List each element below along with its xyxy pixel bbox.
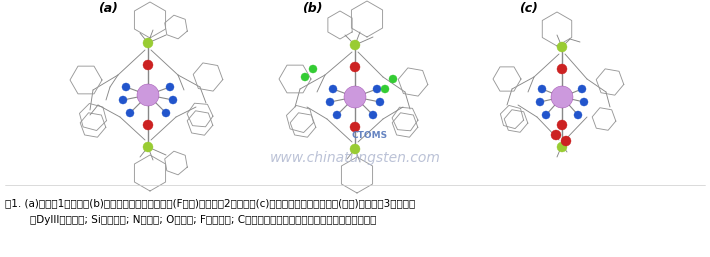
Circle shape (162, 109, 170, 117)
Text: (b): (b) (302, 2, 322, 15)
Circle shape (301, 73, 309, 81)
Circle shape (557, 142, 567, 152)
Circle shape (344, 86, 366, 108)
Text: 图1. (a)配合物1的结构，(b)大环配体中引入吸电子基(F原子)后配合物2的结构，(c)大环配体中引入给电子基(甲基)后配合物3的结构；: 图1. (a)配合物1的结构，(b)大环配体中引入吸电子基(F原子)后配合物2的… (5, 198, 415, 208)
Circle shape (557, 120, 567, 130)
Circle shape (166, 83, 174, 91)
Circle shape (373, 85, 381, 93)
Circle shape (574, 111, 582, 119)
Circle shape (122, 83, 130, 91)
Circle shape (169, 96, 177, 104)
Circle shape (350, 122, 360, 132)
Circle shape (119, 96, 127, 104)
Circle shape (376, 98, 384, 106)
Text: (a): (a) (98, 2, 118, 15)
Circle shape (333, 111, 341, 119)
Circle shape (557, 42, 567, 52)
Circle shape (551, 86, 573, 108)
Circle shape (137, 84, 159, 106)
Circle shape (381, 85, 389, 93)
Text: (c): (c) (518, 2, 537, 15)
Circle shape (578, 85, 586, 93)
Circle shape (126, 109, 134, 117)
Circle shape (143, 38, 153, 48)
Circle shape (389, 75, 397, 83)
Circle shape (557, 64, 567, 74)
Circle shape (580, 98, 588, 106)
Circle shape (369, 111, 377, 119)
Circle shape (561, 136, 571, 146)
Text: CTOMS: CTOMS (352, 131, 388, 140)
Circle shape (551, 130, 561, 140)
Circle shape (309, 65, 317, 73)
Circle shape (350, 40, 360, 50)
Circle shape (536, 98, 544, 106)
Text: （DyIII，淡紫色; Si，黄绿色; N，蓝色; O，红色; F，亮绿色; C，灰色）为清楚起见，省略了氢原子和阴离子。: （DyIII，淡紫色; Si，黄绿色; N，蓝色; O，红色; F，亮绿色; C… (30, 215, 376, 225)
Circle shape (329, 85, 337, 93)
Circle shape (143, 120, 153, 130)
Circle shape (350, 144, 360, 154)
Circle shape (143, 142, 153, 152)
Circle shape (326, 98, 334, 106)
Circle shape (350, 62, 360, 72)
Circle shape (143, 60, 153, 70)
Text: www.chinatungsten.com: www.chinatungsten.com (270, 151, 440, 165)
Circle shape (538, 85, 546, 93)
Circle shape (542, 111, 550, 119)
